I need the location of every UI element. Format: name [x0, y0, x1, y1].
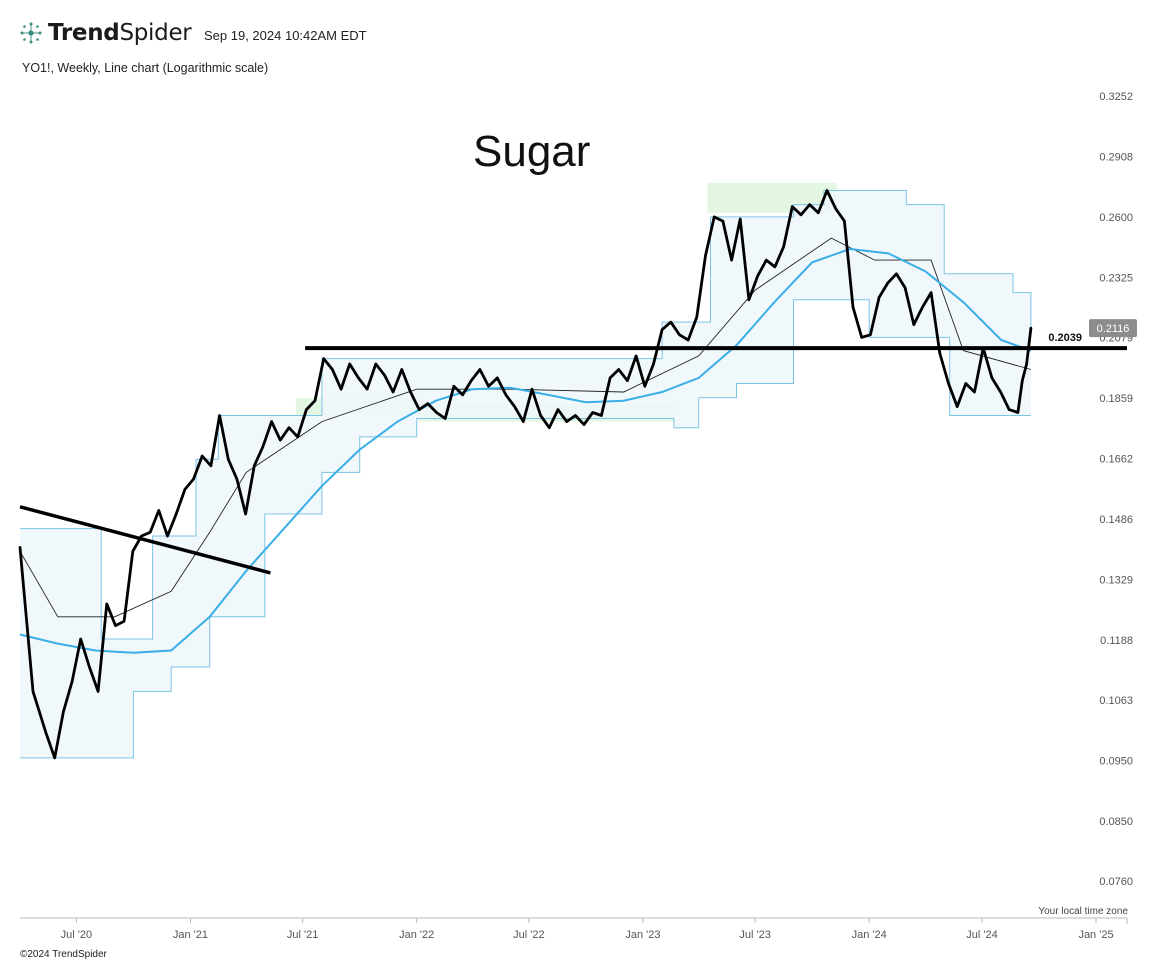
last-price-badge: [1089, 319, 1137, 338]
y-tick-label: 0.2600: [1099, 212, 1133, 224]
y-tick-label: 0.1859: [1099, 393, 1133, 405]
y-tick-label: 0.1188: [1100, 635, 1133, 647]
x-tick-label: Jan '24: [852, 929, 887, 941]
chart-timestamp: Sep 19, 2024 10:42AM EDT: [204, 28, 367, 43]
price-line: [18, 189, 1033, 760]
x-tick-label: Jul '24: [966, 929, 997, 941]
y-tick-label: 0.0760: [1099, 876, 1133, 888]
symbol-info: YO1!, Weekly, Line chart (Logarithmic sc…: [22, 61, 269, 75]
trendspider-logo-icon: [20, 22, 42, 44]
y-tick-label: 0.0850: [1099, 816, 1133, 828]
timezone-note: Your local time zone: [1038, 906, 1128, 917]
x-tick-label: Jan '22: [399, 929, 434, 941]
x-tick-label: Jul '23: [739, 929, 770, 941]
x-tick-label: Jul '22: [513, 929, 544, 941]
y-tick-label: 0.1063: [1099, 695, 1133, 707]
channel-upper-line: [20, 190, 1032, 640]
chart-title: Sugar: [473, 127, 591, 176]
diagonal-trendline: [19, 505, 271, 575]
y-tick-label: 0.2908: [1099, 151, 1133, 163]
x-tick-label: Jan '21: [173, 929, 208, 941]
copyright: ©2024 TrendSpider: [20, 949, 107, 960]
y-tick-label: 0.1662: [1099, 454, 1133, 466]
last-price-label: 0.2116: [1097, 323, 1130, 335]
y-tick-label: 0.1486: [1099, 514, 1133, 526]
x-tick-label: Jan '23: [625, 929, 660, 941]
x-tick-label: Jul '21: [287, 929, 318, 941]
channel-middle-line: [19, 237, 1032, 618]
brand-name: TrendSpider: [48, 20, 192, 46]
x-tick-label: Jan '25: [1078, 929, 1113, 941]
brand-logo-block[interactable]: TrendSpider: [18, 20, 192, 46]
moving-average-line: [19, 247, 1032, 654]
y-tick-label: 0.0950: [1099, 756, 1133, 768]
channel-band-fill: [20, 190, 1031, 758]
y-tick-label: 0.3252: [1099, 91, 1133, 103]
y-tick-label: 0.1329: [1099, 574, 1133, 586]
channel-lower-line: [20, 299, 1031, 759]
resistance-line-label: 0.2039: [1048, 332, 1082, 344]
y-tick-label: 0.2325: [1099, 272, 1133, 284]
x-tick-label: Jul '20: [61, 929, 92, 941]
